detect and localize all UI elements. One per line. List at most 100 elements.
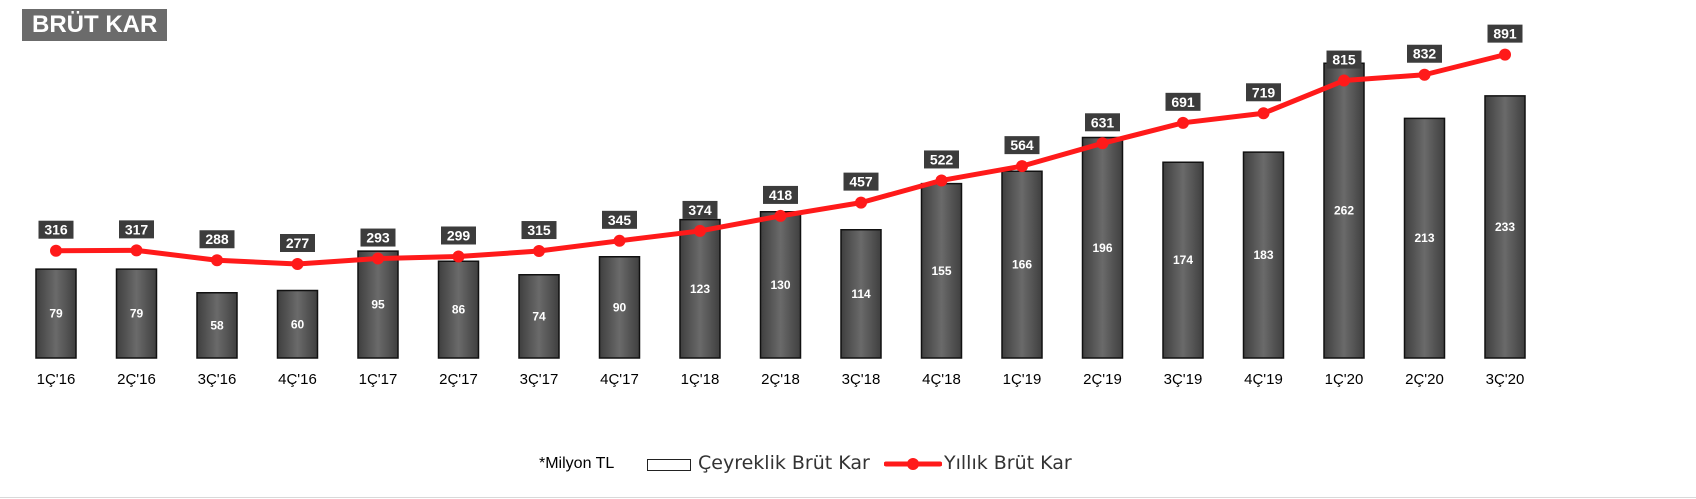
line-value-label-15: 719 — [1246, 83, 1281, 102]
bar-value-label-1: 79 — [130, 307, 144, 321]
line-value-label-box-8 — [682, 200, 718, 219]
line-value-label-box-10 — [843, 172, 879, 191]
x-axis-ticks: 1Ç'16 2Ç'16 3Ç'16 4Ç'16 1Ç'17 2Ç'17 3Ç'17 4Ç'17… — [37, 371, 1525, 388]
line-value-text-1: 317 — [125, 221, 149, 237]
bar-value-label-13: 196 — [1092, 241, 1112, 255]
x-tick-label-17: 2Ç'20 — [1405, 371, 1444, 388]
line-value-label-10: 457 — [843, 172, 879, 191]
x-tick-label-2: 3Ç'16 — [198, 371, 237, 388]
line-value-text-2: 288 — [205, 231, 229, 247]
line-value-label-7: 345 — [602, 210, 637, 229]
line-value-label-11: 522 — [924, 150, 959, 169]
line-value-label-box-2 — [199, 230, 235, 249]
line-value-label-box-3 — [280, 234, 315, 252]
x-tick-label-6: 3Ç'17 — [520, 371, 559, 388]
line-value-text-15: 719 — [1252, 84, 1276, 100]
bar-value-label-4: 95 — [371, 298, 385, 312]
line-point-5 — [452, 250, 465, 263]
x-tick-label-10: 3Ç'18 — [842, 371, 881, 388]
line-value-label-18: 891 — [1487, 24, 1523, 43]
line-point-11 — [935, 174, 948, 187]
x-tick-label-11: 4Ç'18 — [922, 371, 961, 388]
line-point-9 — [774, 209, 787, 222]
x-tick-label-16: 1Ç'20 — [1325, 371, 1364, 388]
line-point-13 — [1096, 137, 1109, 150]
line-value-text-5: 299 — [447, 227, 471, 243]
line-value-text-14: 691 — [1171, 94, 1195, 110]
labels-layer: 316 317 288 277 293 299 315 345 374 418 457 522 564 6… — [38, 24, 1523, 252]
bar-12 — [1001, 170, 1043, 359]
line-value-text-18: 891 — [1493, 26, 1517, 42]
bar-value-label-11: 155 — [931, 264, 951, 278]
bar-value-label-12: 166 — [1012, 258, 1032, 272]
chart-canvas: 79 79 58 60 95 86 74 90 123 130 114 155 166 196 174 183… — [35, 24, 1526, 388]
line-value-text-0: 316 — [44, 222, 68, 238]
unit-note: *Milyon TL — [539, 455, 615, 472]
x-tick-label-15: 4Ç'19 — [1244, 371, 1283, 388]
line-value-label-box-0 — [38, 220, 74, 239]
line-value-text-6: 315 — [527, 222, 551, 238]
x-tick-label-18: 3Ç'20 — [1486, 371, 1525, 388]
line-value-text-11: 522 — [930, 151, 954, 167]
bar-17 — [1403, 117, 1446, 359]
line-value-label-3: 277 — [280, 234, 315, 252]
x-tick-label-4: 1Ç'17 — [359, 371, 398, 388]
line-value-label-12: 564 — [1004, 136, 1040, 155]
bar-2 — [196, 292, 238, 359]
bar-value-label-0: 79 — [49, 307, 63, 321]
line-value-label-1: 317 — [119, 220, 154, 239]
line-value-text-7: 345 — [608, 212, 632, 228]
line-value-label-0: 316 — [38, 220, 74, 239]
bar-9 — [759, 211, 802, 359]
bar-value-label-17: 213 — [1414, 231, 1434, 245]
bar-value-label-2: 58 — [210, 318, 224, 332]
line-value-label-8: 374 — [682, 200, 718, 219]
line-value-label-5: 299 — [441, 226, 476, 245]
legend-bar-label: Çeyreklik Brüt Kar — [698, 452, 870, 474]
line-value-label-box-4 — [360, 228, 396, 247]
bar-value-label-10: 114 — [851, 287, 871, 301]
x-tick-label-0: 1Ç'16 — [37, 371, 76, 388]
bar-0 — [35, 268, 77, 359]
legend-bar-swatch — [647, 459, 691, 471]
line-value-label-box-16 — [1326, 50, 1362, 69]
line-value-label-box-1 — [119, 220, 154, 239]
line-point-10 — [855, 196, 867, 209]
bar-value-label-7: 90 — [613, 300, 627, 314]
line-point-12 — [1016, 160, 1028, 173]
line-value-text-12: 564 — [1010, 137, 1034, 153]
bar-10 — [840, 229, 882, 359]
line-point-4 — [372, 252, 384, 265]
line-value-label-box-18 — [1487, 24, 1523, 43]
bar-13 — [1081, 136, 1124, 359]
bottom-rule — [0, 497, 1696, 498]
x-tick-label-3: 4Ç'16 — [278, 371, 317, 388]
x-tick-label-7: 4Ç'17 — [600, 371, 639, 388]
line-value-text-8: 374 — [688, 202, 712, 218]
line-layer — [50, 48, 1511, 270]
line-value-label-box-11 — [924, 150, 959, 169]
bar-3 — [276, 289, 319, 359]
bar-1 — [115, 268, 158, 359]
bar-value-label-6: 74 — [532, 309, 546, 323]
line-value-label-box-12 — [1004, 136, 1040, 155]
line-value-text-4: 293 — [366, 230, 390, 246]
bar-value-label-16: 262 — [1334, 204, 1354, 218]
line-value-text-3: 277 — [286, 235, 310, 251]
line-point-3 — [291, 258, 304, 270]
line-point-8 — [694, 224, 706, 237]
line-value-label-13: 631 — [1085, 113, 1120, 132]
line-value-label-box-14 — [1165, 92, 1201, 111]
line-value-label-box-15 — [1246, 83, 1281, 102]
line-value-label-6: 315 — [521, 221, 557, 240]
x-tick-label-8: 1Ç'18 — [681, 371, 720, 388]
line-point-14 — [1177, 116, 1189, 129]
line-point-6 — [533, 245, 545, 258]
bar-16 — [1323, 62, 1365, 359]
bar-value-label-3: 60 — [291, 317, 305, 331]
legend: *Milyon TL Çeyreklik Brüt Kar Yıllık Brü… — [0, 452, 1696, 480]
line-value-label-16: 815 — [1326, 50, 1362, 69]
line-value-label-9: 418 — [763, 185, 798, 204]
x-tick-label-12: 1Ç'19 — [1003, 371, 1042, 388]
line-point-17 — [1418, 68, 1431, 81]
